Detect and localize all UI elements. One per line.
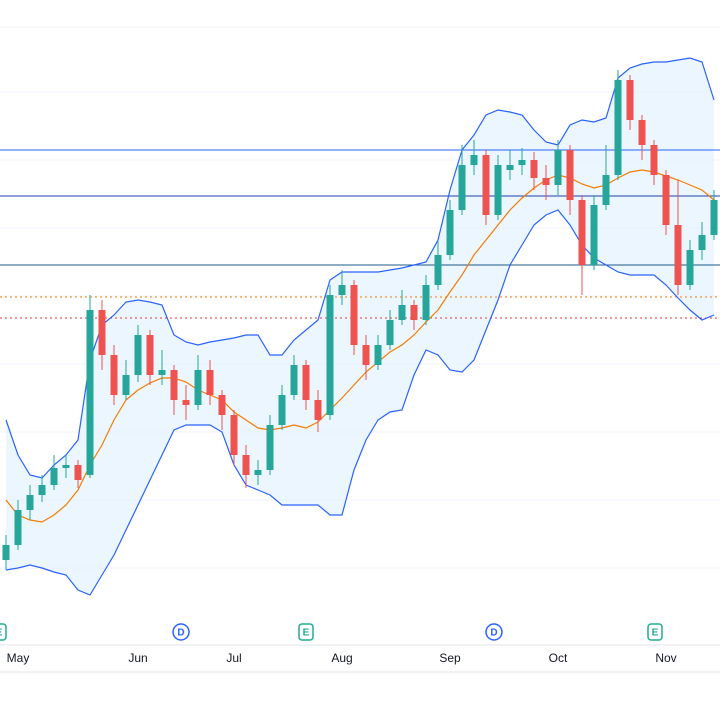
- candle-body: [242, 455, 250, 475]
- candle-body: [38, 485, 46, 495]
- candle-body: [650, 145, 658, 175]
- candle-body: [506, 165, 514, 170]
- candle-body: [446, 210, 454, 255]
- candle-body: [86, 310, 94, 475]
- candle-body: [386, 320, 394, 345]
- candle-body: [362, 345, 370, 365]
- x-tick-label: Nov: [655, 651, 676, 665]
- candle-body: [314, 400, 322, 420]
- event-badge: [298, 623, 314, 641]
- candle-body: [290, 365, 298, 395]
- event-marker[interactable]: D: [172, 623, 190, 641]
- candle-body: [614, 80, 622, 175]
- x-tick-label: Aug: [331, 651, 352, 665]
- candle-body: [674, 225, 682, 285]
- band-line: [5, 169, 715, 523]
- candle-body: [338, 285, 346, 295]
- candle-body: [686, 250, 694, 285]
- candle-body: [458, 165, 466, 210]
- candle-body: [422, 285, 430, 320]
- event-marker[interactable]: E: [0, 623, 7, 641]
- candle-body: [134, 335, 142, 375]
- candle-body: [398, 305, 406, 320]
- candle-body: [482, 155, 490, 215]
- event-marker[interactable]: D: [485, 623, 503, 641]
- candle-body: [638, 120, 646, 145]
- candle-body: [170, 370, 178, 400]
- candle-body: [302, 365, 310, 400]
- candle-body: [182, 400, 190, 405]
- candle-body: [14, 510, 22, 545]
- candle-body: [542, 178, 550, 185]
- candle-body: [122, 375, 130, 395]
- x-tick-label: Jun: [128, 651, 147, 665]
- candle-body: [410, 305, 418, 320]
- candle-body: [218, 395, 226, 415]
- candle-body: [26, 495, 34, 510]
- candle-body: [110, 355, 118, 395]
- candle-body: [158, 370, 166, 375]
- candle-body: [470, 155, 478, 165]
- x-tick-label: Jul: [226, 651, 241, 665]
- candle-body: [662, 175, 670, 225]
- candle-body: [578, 200, 586, 265]
- candle-body: [518, 160, 526, 165]
- candle-body: [62, 465, 70, 468]
- candle-body: [590, 205, 598, 265]
- candle-body: [98, 310, 106, 355]
- band-fill: [6, 58, 714, 595]
- candle-body: [494, 165, 502, 215]
- event-marker[interactable]: E: [647, 623, 663, 641]
- event-label: E: [303, 628, 310, 639]
- event-badge: [485, 623, 503, 641]
- x-tick-label: May: [7, 651, 30, 665]
- candle-body: [206, 370, 214, 395]
- plot-area: [0, 57, 720, 596]
- candle-body: [374, 345, 382, 365]
- candle-body: [266, 425, 274, 470]
- event-marker[interactable]: E: [298, 623, 314, 641]
- candle-body: [254, 470, 262, 475]
- candle-body: [146, 335, 154, 375]
- candle-body: [230, 415, 238, 455]
- event-badge: [647, 623, 663, 641]
- candle-body: [326, 295, 334, 415]
- candle-body: [602, 175, 610, 205]
- candle-body: [566, 150, 574, 200]
- x-tick-label: Oct: [549, 651, 568, 665]
- candle-body: [194, 370, 202, 405]
- candle-body: [530, 160, 538, 178]
- event-label: E: [652, 628, 659, 639]
- candle-body: [350, 285, 358, 345]
- candle-body: [50, 468, 58, 485]
- candle-body: [554, 150, 562, 185]
- event-label: E: [0, 628, 3, 639]
- event-label: D: [490, 628, 497, 639]
- band-line: [5, 57, 715, 479]
- event-badge: [0, 623, 7, 641]
- candle-body: [434, 255, 442, 285]
- x-tick-label: Sep: [439, 651, 461, 665]
- candle-body: [278, 395, 286, 425]
- candle-body: [74, 465, 82, 480]
- candle-body: [626, 80, 634, 120]
- event-badge: [172, 623, 190, 641]
- candle-body: [710, 200, 718, 235]
- candle-body: [2, 545, 10, 560]
- candle-body: [698, 235, 706, 250]
- event-label: D: [177, 628, 184, 639]
